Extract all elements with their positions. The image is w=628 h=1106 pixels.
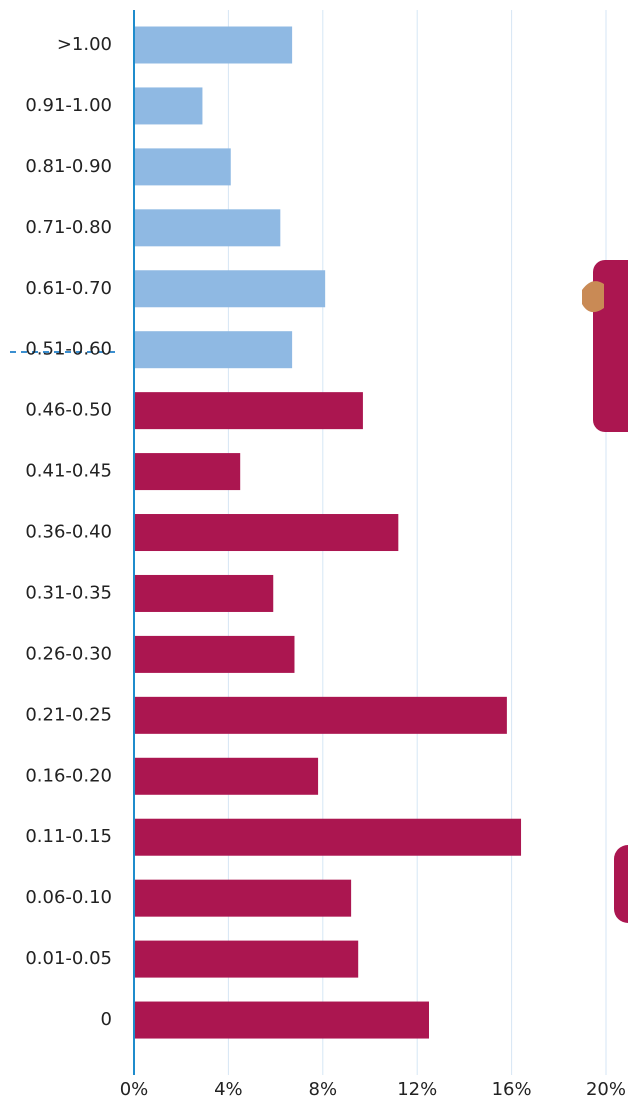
bar [134, 270, 326, 308]
bar [134, 757, 319, 795]
bar [134, 696, 507, 734]
y-tick-label: 0.71-0.80 [25, 217, 112, 238]
y-tick-label: 0.91-1.00 [25, 95, 112, 116]
bars [134, 26, 522, 1039]
bar [134, 87, 203, 125]
bar [134, 209, 281, 247]
bar [134, 818, 522, 856]
y-tick-label: 0.31-0.35 [25, 582, 112, 603]
bar [134, 574, 274, 612]
bar [134, 148, 231, 186]
y-tick-label: 0 [101, 1009, 112, 1030]
y-tick-label: 0.41-0.45 [25, 461, 112, 482]
decor-hand [582, 281, 604, 313]
bar [134, 635, 295, 673]
y-tick-label: 0.11-0.15 [25, 826, 112, 847]
y-tick-label: 0.36-0.40 [25, 522, 112, 543]
bar [134, 940, 359, 978]
bar [134, 26, 293, 64]
bar [134, 392, 363, 430]
x-tick-label: 0% [120, 1079, 149, 1100]
y-tick-label: 0.21-0.25 [25, 704, 112, 725]
bar [134, 1001, 429, 1039]
y-tick-label: 0.16-0.20 [25, 765, 112, 786]
x-tick-label: 8% [309, 1079, 338, 1100]
bar [134, 453, 241, 491]
y-tick-label: 0.61-0.70 [25, 278, 112, 299]
y-tick-label: 0.46-0.50 [25, 400, 112, 421]
y-tick-label: 0.01-0.05 [25, 948, 112, 969]
y-tick-label: >1.00 [57, 34, 112, 55]
x-tick-label: 4% [214, 1079, 243, 1100]
bar [134, 514, 399, 552]
y-tick-label: 0.06-0.10 [25, 887, 112, 908]
y-tick-label: 0.26-0.30 [25, 643, 112, 664]
bar [134, 879, 352, 917]
bar [134, 331, 293, 369]
decor-card [614, 845, 628, 923]
x-tick-label: 20% [586, 1079, 626, 1100]
x-tick-label: 16% [492, 1079, 532, 1100]
x-tick-label: 12% [397, 1079, 437, 1100]
y-tick-label: 0.51-0.60 [25, 339, 112, 360]
y-tick-label: 0.81-0.90 [25, 156, 112, 177]
